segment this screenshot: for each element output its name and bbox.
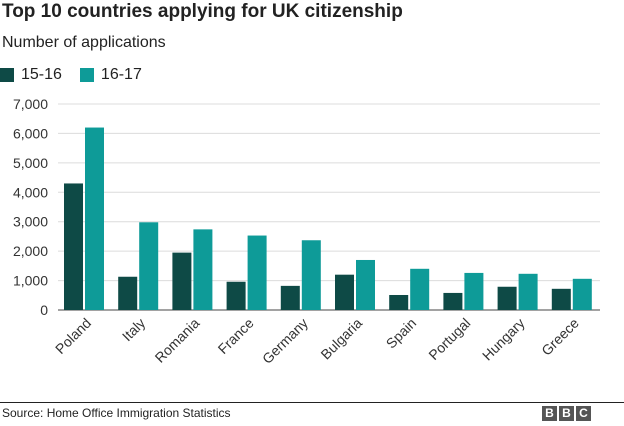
x-tick-label: Germany bbox=[259, 315, 311, 367]
bar-16-17-germany bbox=[301, 240, 321, 310]
bar-16-17-hungary bbox=[518, 273, 538, 310]
y-tick-label: 3,000 bbox=[13, 214, 48, 230]
source-note: Source: Home Office Immigration Statisti… bbox=[2, 406, 231, 420]
y-tick-label: 7,000 bbox=[13, 96, 48, 112]
x-tick-label: Italy bbox=[119, 315, 148, 344]
y-tick-label: 4,000 bbox=[13, 184, 48, 200]
x-tick-label: Spain bbox=[383, 315, 420, 352]
bar-16-17-italy bbox=[139, 222, 159, 310]
x-tick-label: Poland bbox=[52, 315, 94, 357]
y-tick-label: 1,000 bbox=[13, 273, 48, 289]
y-tick-label: 0 bbox=[40, 302, 48, 318]
bar-15-16-germany bbox=[280, 285, 300, 310]
legend-label-16-17: 16-17 bbox=[100, 66, 142, 83]
x-tick-label: Romania bbox=[152, 315, 203, 366]
logo-letter: C bbox=[576, 406, 591, 421]
logo-letter: B bbox=[559, 406, 574, 421]
x-tick-label: Portugal bbox=[425, 315, 473, 363]
x-tick-label: France bbox=[215, 315, 257, 357]
bbc-logo: B B C bbox=[540, 406, 591, 421]
bar-15-16-poland bbox=[64, 183, 83, 310]
bar-15-16-spain bbox=[389, 294, 409, 310]
bar-16-17-spain bbox=[410, 268, 430, 310]
chart-subtitle: Number of applications bbox=[2, 34, 166, 51]
legend-item-15-16: 15-16 bbox=[0, 66, 62, 84]
bar-16-17-romania bbox=[193, 229, 213, 310]
x-tick-label: Hungary bbox=[479, 315, 528, 364]
logo-letter: B bbox=[542, 406, 557, 421]
bar-16-17-portugal bbox=[464, 272, 484, 310]
bar-15-16-portugal bbox=[443, 292, 463, 310]
bar-15-16-france bbox=[226, 281, 246, 310]
y-tick-label: 5,000 bbox=[13, 155, 48, 171]
x-tick-label: Bulgaria bbox=[317, 315, 365, 363]
bar-15-16-romania bbox=[172, 252, 192, 310]
bar-16-17-bulgaria bbox=[356, 259, 375, 310]
x-tick-label: Greece bbox=[538, 315, 582, 359]
chart-title: Top 10 countries applying for UK citizen… bbox=[2, 1, 403, 22]
bar-16-17-france bbox=[247, 235, 267, 310]
y-tick-label: 6,000 bbox=[13, 125, 48, 141]
footer-divider bbox=[0, 402, 624, 403]
y-tick-label: 2,000 bbox=[13, 243, 48, 259]
legend: 15-16 16-17 bbox=[0, 66, 160, 84]
legend-label-15-16: 15-16 bbox=[21, 66, 62, 83]
legend-item-16-17: 16-17 bbox=[79, 66, 142, 84]
bar-15-16-greece bbox=[551, 288, 571, 310]
bar-16-17-greece bbox=[572, 278, 592, 310]
bar-chart: 0 1,000 2,000 3,000 4,000 5,000 6,000 7,000 Pola… bbox=[13, 96, 600, 367]
bar-15-16-hungary bbox=[497, 286, 517, 310]
bar-16-17-poland bbox=[85, 127, 104, 311]
legend-swatch-15-16 bbox=[0, 68, 14, 82]
bar-15-16-italy bbox=[118, 276, 138, 310]
legend-swatch-16-17 bbox=[79, 68, 94, 82]
bar-15-16-bulgaria bbox=[335, 274, 354, 310]
